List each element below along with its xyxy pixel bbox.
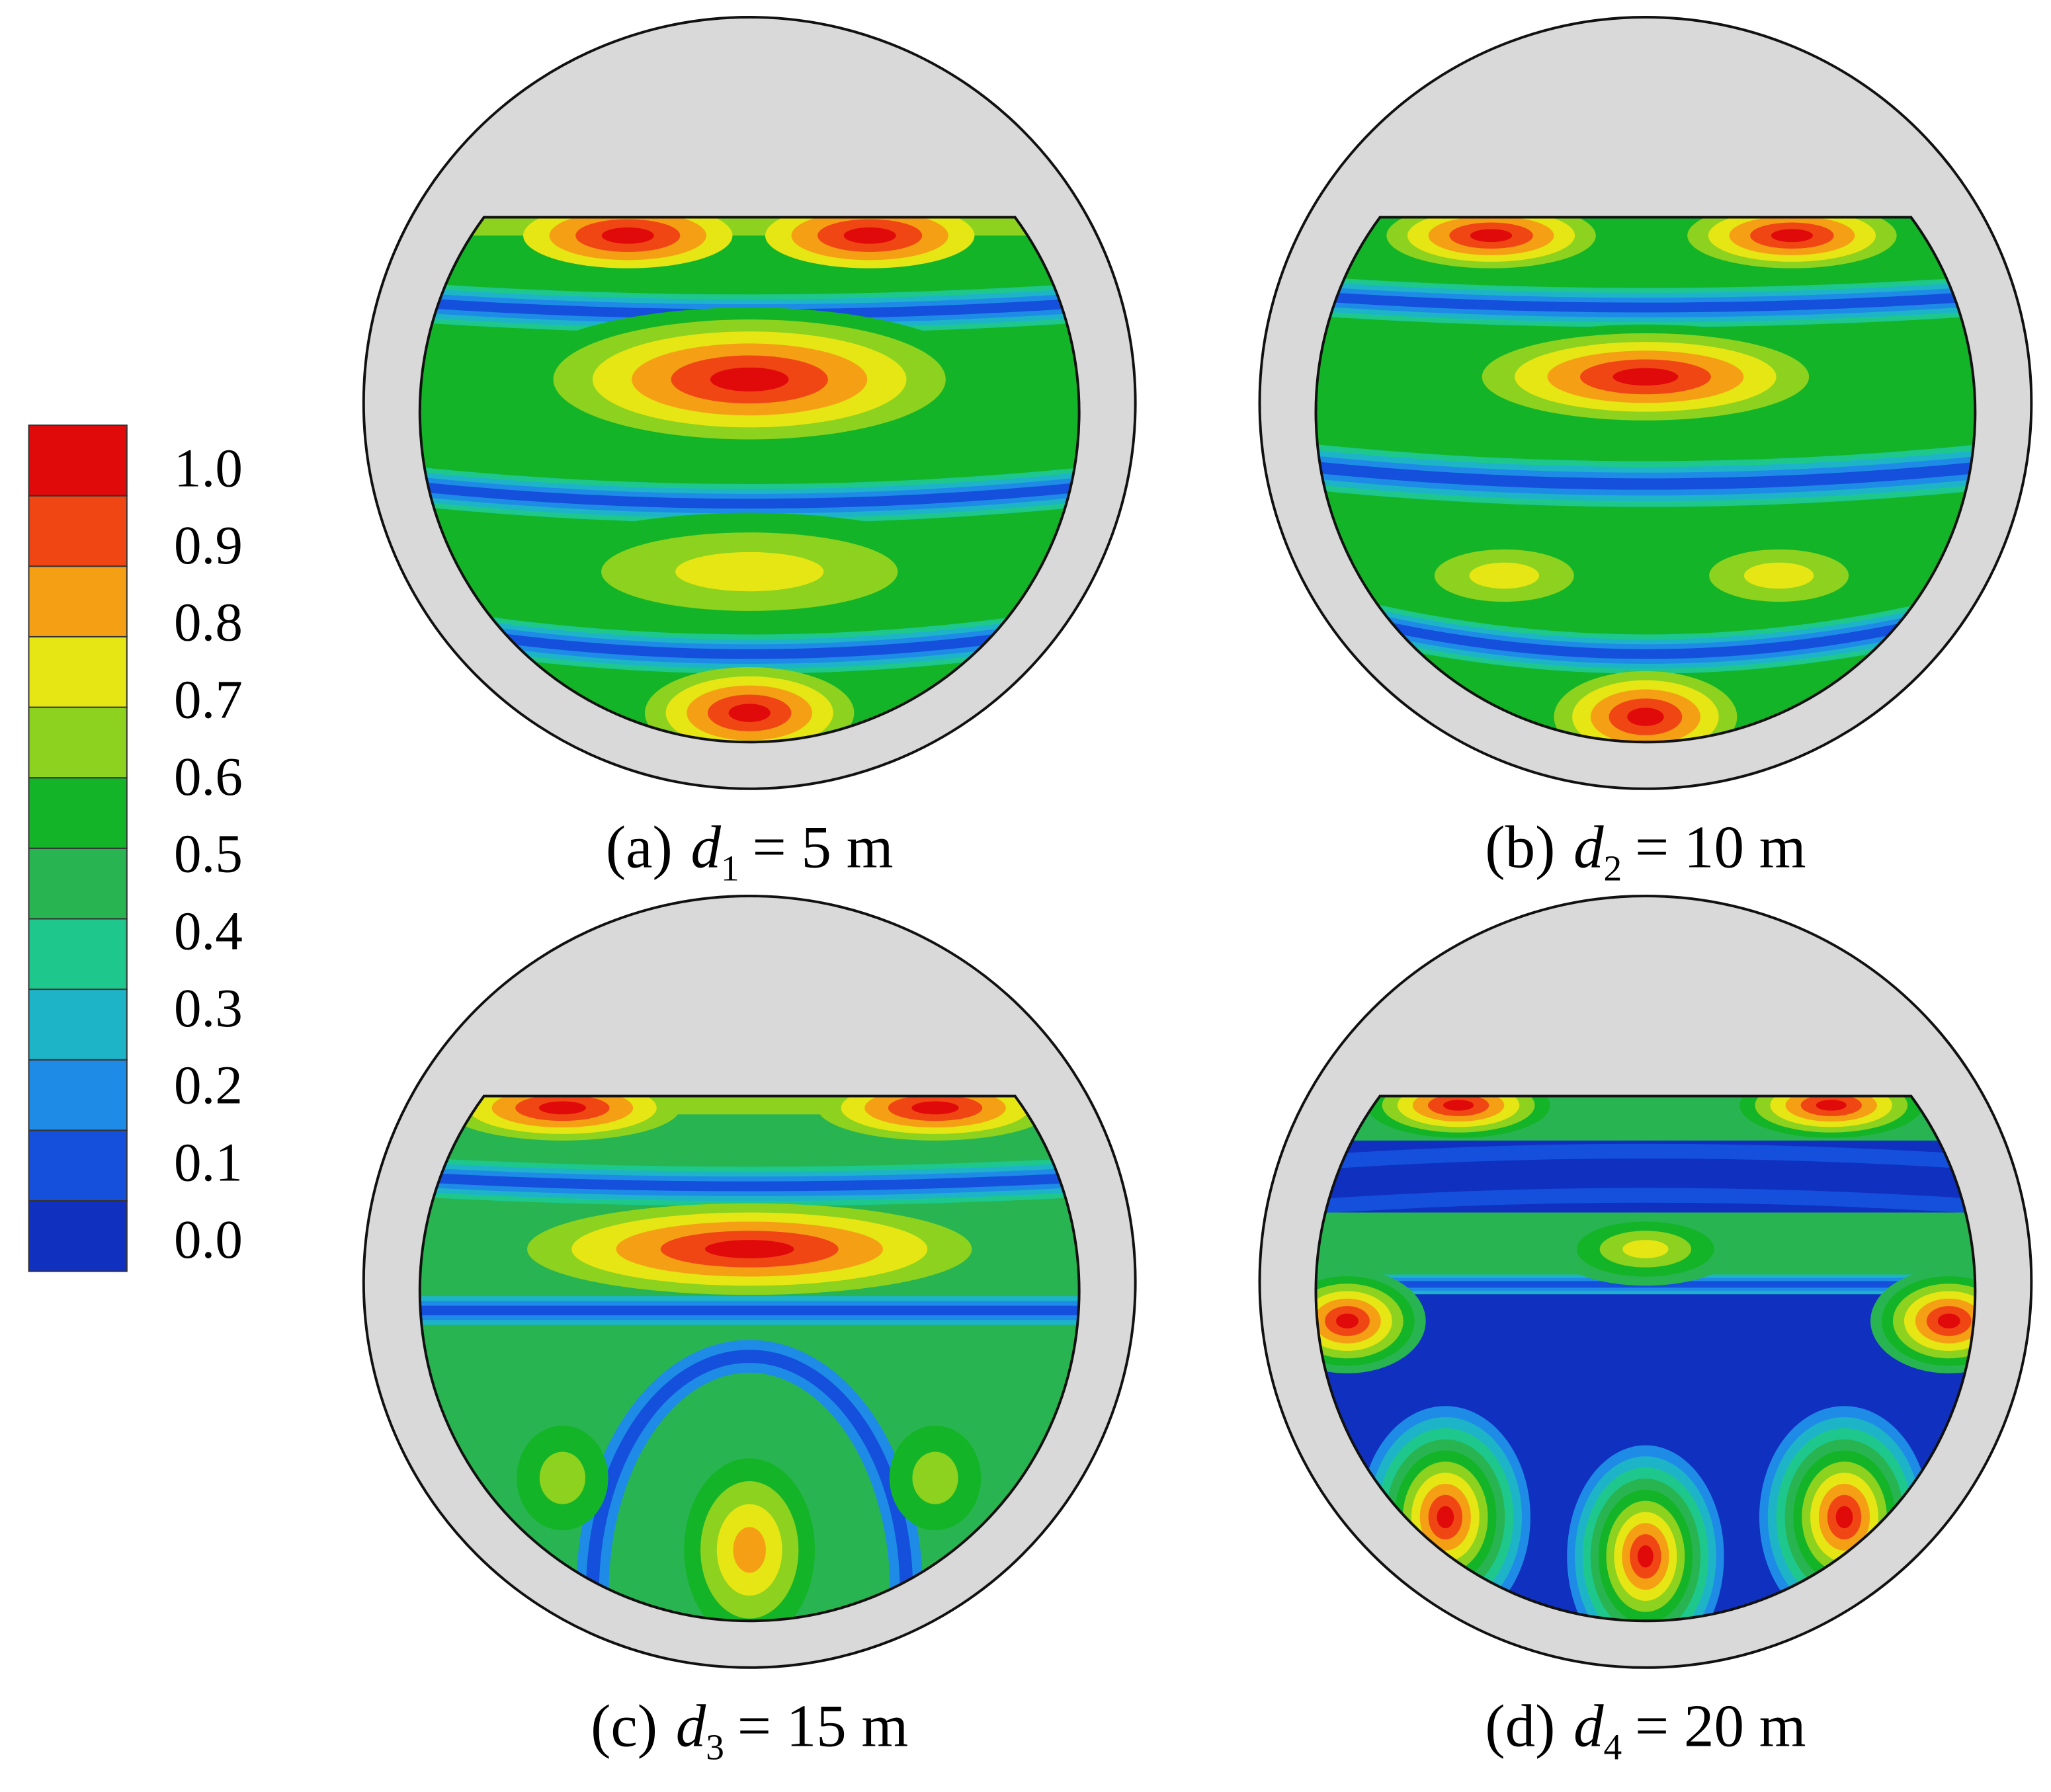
caption-symbol: d — [1573, 813, 1604, 880]
caption-subscript: 1 — [721, 848, 739, 888]
caption-symbol: d — [691, 813, 722, 880]
caption-label: (d) — [1485, 1692, 1555, 1759]
colorbar-tick-label: 0.1 — [174, 1131, 243, 1192]
colorbar-segment — [28, 1200, 128, 1272]
panel-caption: (c) d3 = 15 m — [591, 1692, 908, 1767]
panel: (d) d4 = 20 m — [1258, 895, 2033, 1767]
panel: (c) d3 = 15 m — [362, 895, 1137, 1767]
colorbar-tick-label: 1.0 — [174, 437, 243, 498]
caption-label: (c) — [591, 1692, 657, 1759]
caption-text: = 10 m — [1635, 813, 1806, 880]
colorbar-segment — [28, 847, 128, 920]
caption-text: = 5 m — [752, 813, 893, 880]
colorbar-segment — [28, 1059, 128, 1131]
caption-symbol: d — [1573, 1692, 1604, 1759]
colorbar-tick-label: 0.2 — [174, 1055, 243, 1116]
colorbar-segment — [28, 495, 128, 567]
panel: (b) d2 = 10 m — [1258, 16, 2033, 888]
colorbar-tick-label: 0.5 — [174, 823, 243, 884]
panel-caption: (b) d2 = 10 m — [1485, 813, 1806, 888]
colorbar-tick-label: 0.0 — [174, 1209, 243, 1270]
colorbar-segment — [28, 635, 128, 708]
caption-text: = 20 m — [1635, 1692, 1806, 1759]
colorbar-tick-label: 0.4 — [174, 900, 243, 961]
panel: (a) d1 = 5 m — [362, 16, 1137, 888]
fluid-boundary — [1314, 1094, 1977, 1623]
colorbar-tick-label: 0.6 — [174, 746, 243, 807]
panel-caption: (a) d1 = 5 m — [606, 813, 894, 888]
colorbar-tick-label: 0.9 — [174, 514, 243, 575]
colorbar-segment — [28, 777, 128, 849]
caption-text: = 15 m — [737, 1692, 909, 1759]
caption-subscript: 4 — [1604, 1727, 1622, 1767]
colorbar-segment — [28, 989, 128, 1061]
caption-symbol: d — [676, 1692, 706, 1759]
contour-field — [419, 217, 1079, 743]
colorbar-segment — [28, 1129, 128, 1201]
fluid-boundary — [418, 1094, 1081, 1623]
panel-caption: (d) d4 = 20 m — [1485, 1692, 1806, 1767]
colorbar-tick-label: 0.8 — [174, 592, 243, 653]
caption-subscript: 3 — [706, 1727, 724, 1767]
fluid-boundary — [418, 216, 1081, 744]
fluid-boundary — [1314, 216, 1977, 744]
colorbar-segment — [28, 706, 128, 779]
contour-field — [1316, 1096, 1976, 1621]
colorbar-segment — [28, 565, 128, 637]
colorbar-segment — [28, 425, 128, 497]
caption-label: (a) — [606, 813, 673, 880]
colorbar-tick-label: 0.3 — [174, 977, 243, 1038]
colorbar-tick-label: 0.7 — [174, 669, 243, 729]
colorbar-segment — [28, 918, 128, 991]
caption-subscript: 2 — [1604, 848, 1622, 888]
contour-field — [419, 1096, 1079, 1621]
caption-label: (b) — [1485, 813, 1555, 880]
